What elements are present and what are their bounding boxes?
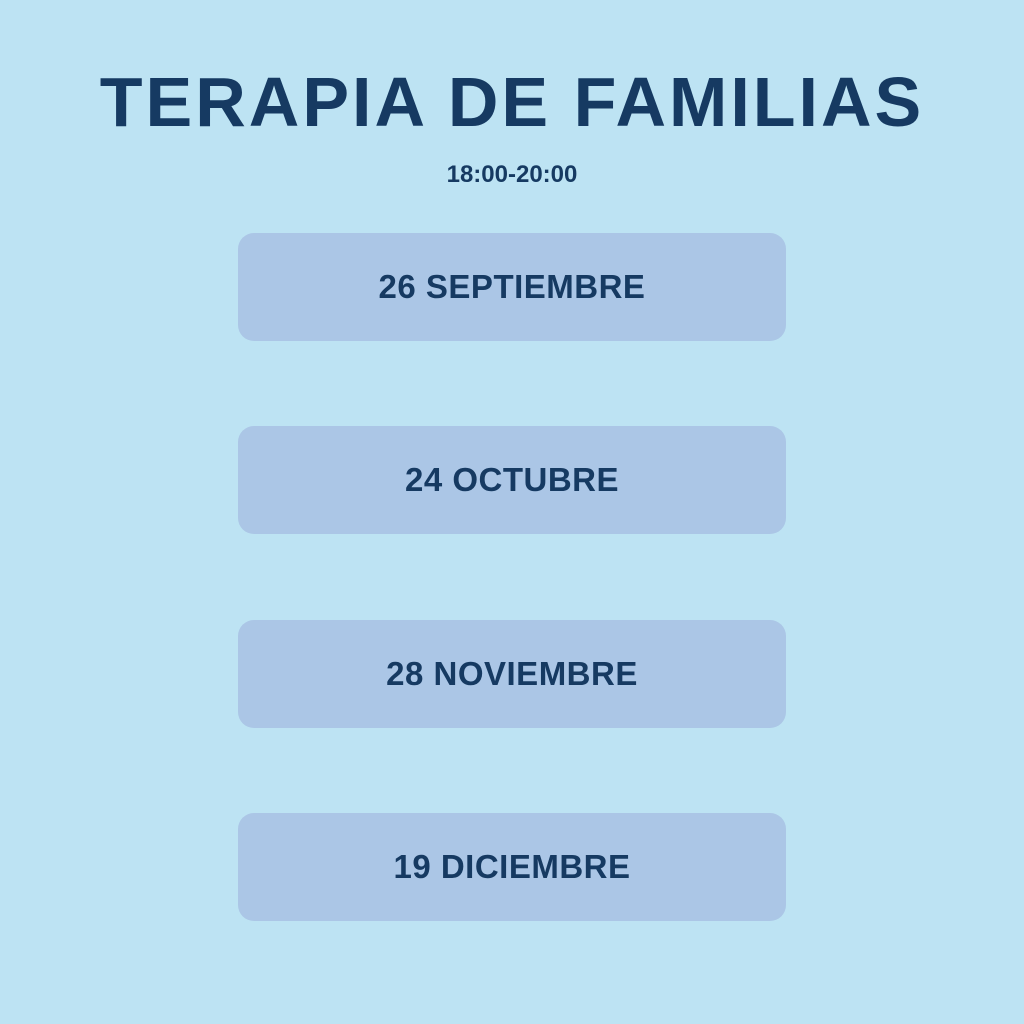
session-time: 18:00-20:00 (446, 161, 578, 188)
date-box: 28 NOVIEMBRE (238, 620, 786, 728)
date-box: 19 DICIEMBRE (238, 813, 786, 921)
date-box: 26 SEPTIEMBRE (238, 233, 786, 341)
date-box: 24 OCTUBRE (238, 426, 786, 534)
page-title: TERAPIA DE FAMILIAS (99, 63, 925, 141)
